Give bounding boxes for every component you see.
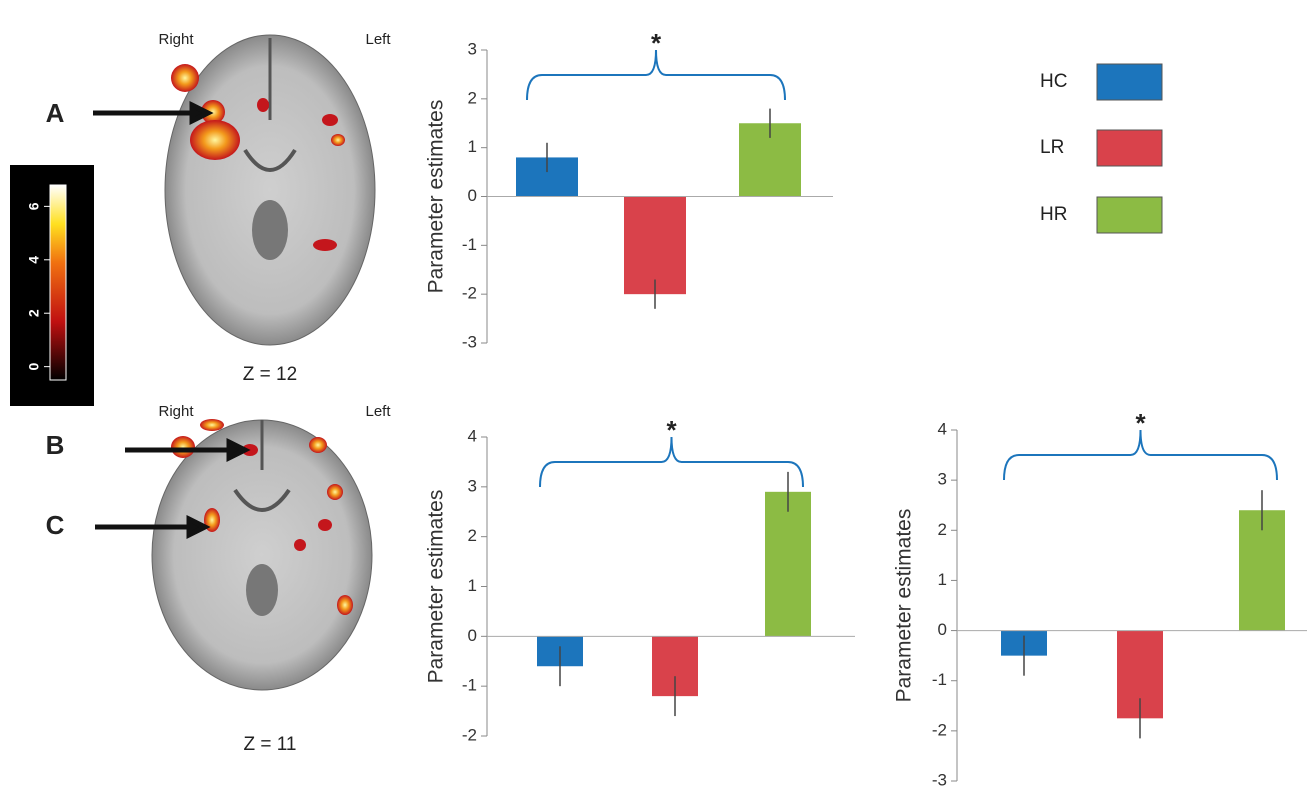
y-tick-label: 1 (938, 570, 947, 589)
significance-star: * (651, 28, 662, 58)
y-tick-label: -3 (932, 770, 947, 787)
brain-slice (152, 419, 372, 690)
y-tick-label: -3 (462, 332, 477, 351)
significance-star: * (666, 415, 677, 445)
side-label: Right (158, 403, 194, 420)
side-label: Right (158, 31, 194, 48)
y-tick-label: 1 (468, 576, 477, 595)
y-tick-label: 2 (468, 88, 477, 107)
y-tick-label: 4 (938, 419, 947, 438)
legend-swatch (1097, 64, 1162, 100)
colorbar-tick-label: 2 (26, 309, 42, 317)
y-tick-label: 3 (468, 39, 477, 58)
y-tick-label: -2 (462, 284, 477, 303)
side-label: Left (365, 31, 391, 48)
y-tick-label: 4 (468, 426, 477, 445)
panel-label: C (46, 510, 65, 540)
y-axis-label: Parameter estimates (425, 100, 448, 294)
panel-label: B (46, 430, 65, 460)
y-axis-label: Parameter estimates (425, 490, 448, 684)
legend-label: LR (1040, 137, 1064, 158)
side-label: Left (365, 403, 391, 420)
colorbar-tick-label: 0 (26, 363, 42, 371)
y-tick-label: 3 (468, 476, 477, 495)
y-tick-label: 0 (468, 186, 477, 205)
slice-z: Z = 12 (243, 364, 297, 385)
colorbar-tick-label: 4 (26, 256, 42, 264)
y-tick-label: 0 (938, 620, 947, 639)
y-tick-label: -1 (932, 670, 947, 689)
panel-label: A (46, 98, 65, 128)
y-tick-label: 2 (468, 526, 477, 545)
y-tick-label: 1 (468, 137, 477, 156)
legend-label: HR (1040, 204, 1067, 225)
significance-star: * (1135, 408, 1146, 438)
colorbar-tick-label: 6 (26, 202, 42, 210)
legend-swatch (1097, 130, 1162, 166)
bar (765, 492, 811, 637)
y-tick-label: 0 (468, 626, 477, 645)
slice-z: Z = 11 (244, 734, 297, 755)
y-tick-label: 2 (938, 520, 947, 539)
brain-slice (165, 35, 375, 345)
y-tick-label: 3 (938, 470, 947, 489)
legend-swatch (1097, 197, 1162, 233)
y-axis-label: Parameter estimates (893, 509, 916, 703)
y-tick-label: -2 (462, 725, 477, 744)
y-tick-label: -1 (462, 235, 477, 254)
y-tick-label: -1 (462, 676, 477, 695)
figure: A B C Right Left Z = 12 Right Left Z = 1… (0, 0, 1307, 787)
y-tick-label: -2 (932, 720, 947, 739)
legend-label: HC (1040, 71, 1067, 92)
colorbar (50, 185, 66, 380)
